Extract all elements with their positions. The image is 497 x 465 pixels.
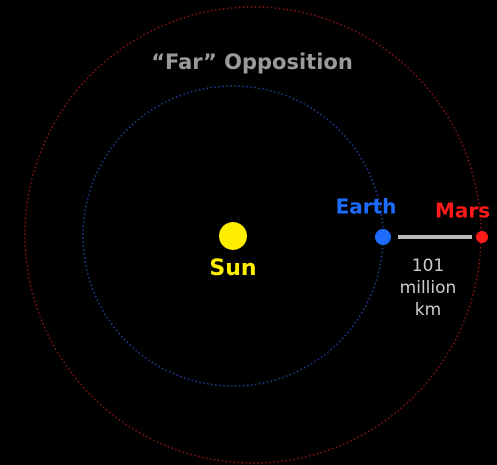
sun xyxy=(219,222,247,250)
earth xyxy=(375,229,391,245)
distance-value: 101 xyxy=(412,256,444,276)
title: “Far” Opposition xyxy=(151,50,353,74)
distance-unit: million xyxy=(400,278,457,298)
sun-label: Sun xyxy=(209,256,256,281)
earth-label: Earth xyxy=(336,195,397,219)
mars xyxy=(476,231,488,243)
mars-label: Mars xyxy=(435,199,490,223)
distance-unit: km xyxy=(415,300,441,320)
